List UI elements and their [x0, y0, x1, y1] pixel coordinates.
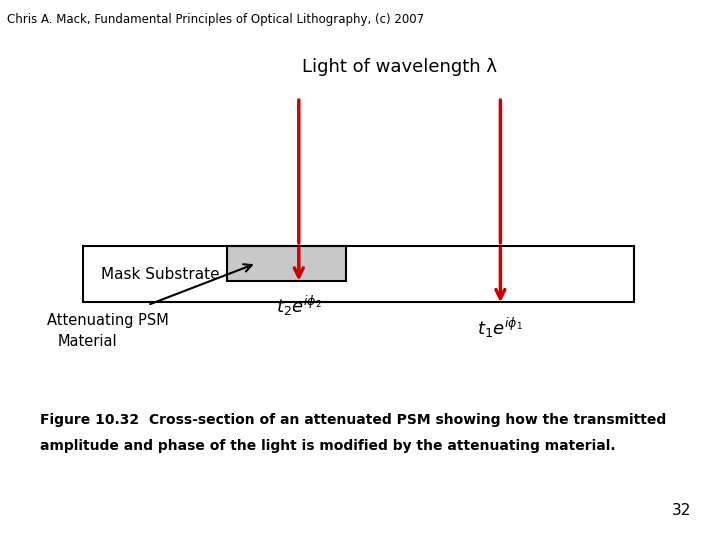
Bar: [227, 246, 346, 281]
Text: amplitude and phase of the light is modified by the attenuating material.: amplitude and phase of the light is modi…: [40, 439, 615, 453]
Text: Figure 10.32  Cross-section of an attenuated PSM showing how the transmitted: Figure 10.32 Cross-section of an attenua…: [40, 413, 666, 427]
Text: $t_1e^{i\phi_1}$: $t_1e^{i\phi_1}$: [477, 316, 523, 340]
Text: Chris A. Mack, Fundamental Principles of Optical Lithography, (c) 2007: Chris A. Mack, Fundamental Principles of…: [7, 14, 424, 26]
Text: Mask Substrate: Mask Substrate: [101, 267, 220, 281]
Text: Attenuating PSM: Attenuating PSM: [47, 313, 168, 328]
Text: Material: Material: [58, 334, 117, 349]
Text: Light of wavelength λ: Light of wavelength λ: [302, 58, 497, 77]
Bar: [83, 246, 634, 302]
Text: $t_2e^{i\phi_2}$: $t_2e^{i\phi_2}$: [276, 294, 322, 319]
Text: 32: 32: [672, 503, 691, 518]
